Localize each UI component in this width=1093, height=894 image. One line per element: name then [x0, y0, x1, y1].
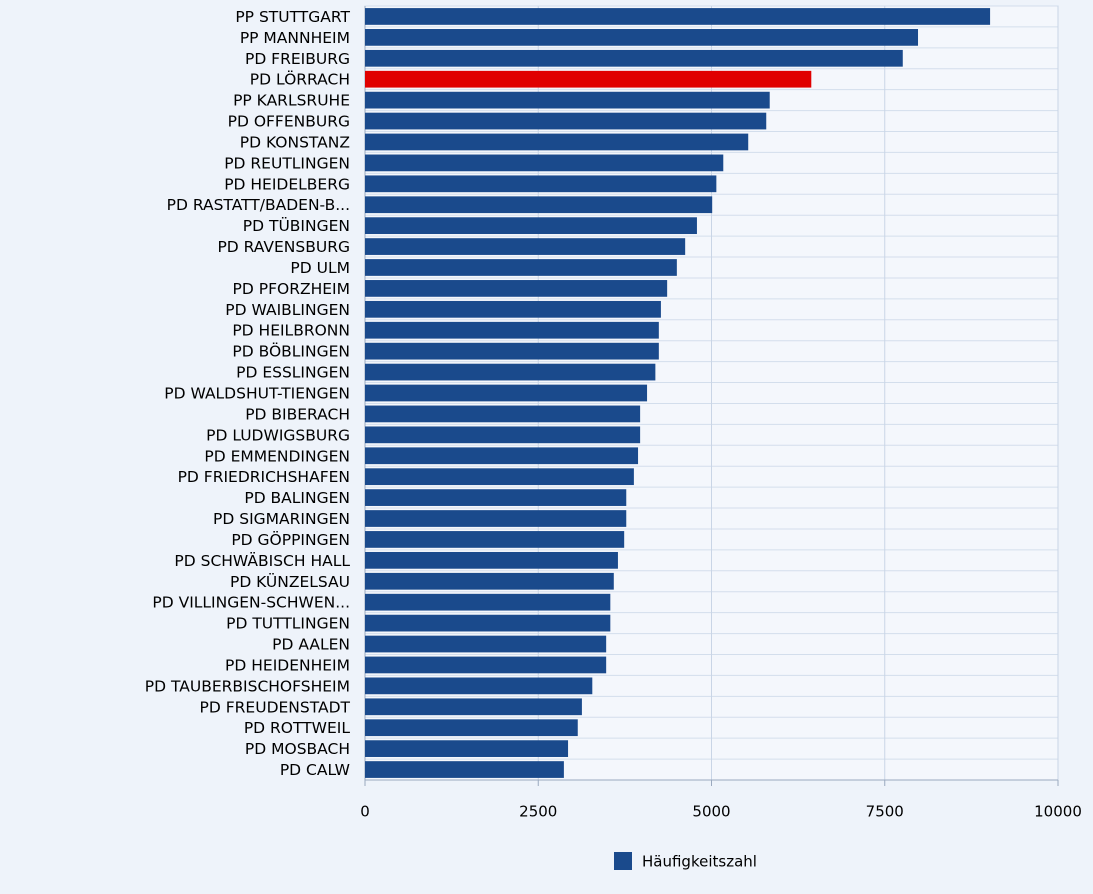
bar: [365, 572, 614, 590]
bar: [365, 29, 919, 46]
bar: [365, 405, 641, 423]
bar: [365, 280, 668, 297]
y-tick-label: PD LUDWIGSBURG: [206, 426, 350, 444]
bar: [365, 300, 661, 318]
bar: [365, 719, 578, 737]
y-tick-label: PD HEILBRONN: [232, 322, 350, 340]
bar: [365, 635, 607, 653]
bar: [365, 677, 593, 695]
bar: [365, 91, 770, 109]
bar: [365, 447, 639, 465]
y-tick-label: PP KARLSRUHE: [233, 92, 350, 110]
bar: [365, 112, 767, 130]
bar: [365, 133, 749, 151]
y-tick-label: PD REUTLINGEN: [224, 154, 350, 172]
y-tick-label: PD SCHWÄBISCH HALL: [174, 551, 350, 570]
x-tick-label: 0: [360, 803, 370, 821]
y-tick-label: PD MOSBACH: [245, 740, 350, 758]
y-tick-label: PD OFFENBURG: [228, 113, 350, 131]
bar: [365, 175, 717, 193]
bar: [365, 196, 713, 214]
bar: [365, 342, 659, 360]
y-tick-label: PD EMMENDINGEN: [204, 447, 350, 465]
bar: [365, 49, 903, 67]
bar: [365, 259, 677, 276]
bar: [365, 740, 569, 757]
y-tick-label: PD KONSTANZ: [240, 133, 350, 151]
y-tick-label: PP MANNHEIM: [240, 29, 350, 47]
y-tick-label: PD WAIBLINGEN: [225, 301, 350, 319]
x-tick-label: 2500: [519, 803, 557, 821]
y-tick-label: PD AALEN: [272, 636, 350, 654]
y-tick-label: PD FREIBURG: [245, 50, 350, 68]
y-tick-label: PD HEIDELBERG: [224, 175, 350, 193]
y-tick-label: PD BALINGEN: [244, 489, 350, 507]
y-tick-label: PD RAVENSBURG: [217, 238, 350, 256]
y-tick-label: PD ESSLINGEN: [236, 364, 350, 382]
y-tick-label: PD ULM: [290, 259, 350, 277]
bar: [365, 468, 634, 486]
bar: [365, 238, 686, 255]
y-tick-label: PD CALW: [280, 761, 350, 779]
bar: [365, 154, 724, 172]
bar: [365, 593, 611, 611]
y-tick-label: PD TÜBINGEN: [243, 216, 350, 235]
bar: [365, 363, 656, 381]
bar: [365, 489, 627, 506]
y-tick-label: PD TUTTLINGEN: [226, 615, 350, 633]
y-tick-label: PD ROTTWEIL: [244, 719, 351, 737]
bar: [365, 426, 641, 444]
y-tick-label: PD SIGMARINGEN: [213, 510, 350, 528]
y-tick-label: PD RASTATT/BADEN-B...: [167, 196, 350, 214]
bar: [365, 384, 648, 402]
y-tick-label: PP STUTTGART: [235, 8, 350, 26]
x-tick-label: 10000: [1034, 803, 1082, 821]
x-tick-label: 5000: [692, 803, 730, 821]
legend-swatch: [614, 852, 632, 870]
bar: [365, 614, 611, 632]
y-tick-label: PD WALDSHUT-TIENGEN: [164, 385, 350, 403]
y-tick-label: PD TAUBERBISCHOFSHEIM: [145, 677, 350, 695]
y-tick-label: PD BIBERACH: [245, 405, 350, 423]
bar: [365, 698, 582, 716]
y-tick-label: PD FRIEDRICHSHAFEN: [178, 468, 350, 486]
x-tick-label: 7500: [866, 803, 904, 821]
y-tick-label: PD VILLINGEN-SCHWEN...: [152, 594, 350, 612]
bar: [365, 70, 812, 88]
y-tick-label: PD GÖPPINGEN: [231, 530, 350, 549]
bar: [365, 8, 991, 25]
y-tick-label: PD LÖRRACH: [250, 70, 350, 89]
y-tick-label: PD PFORZHEIM: [233, 280, 350, 298]
y-tick-label: PD KÜNZELSAU: [230, 572, 350, 591]
legend-label: Häufigkeitszahl: [642, 853, 757, 871]
y-tick-label: PD BÖBLINGEN: [232, 342, 350, 361]
bar: [365, 656, 607, 674]
bar: [365, 321, 659, 339]
bar: [365, 217, 697, 235]
bar: [365, 551, 618, 569]
y-tick-label: PD FREUDENSTADT: [200, 698, 351, 716]
y-tick-label: PD HEIDENHEIM: [225, 656, 350, 674]
bar: [365, 531, 625, 548]
bar: [365, 761, 564, 778]
bar: [365, 510, 627, 527]
